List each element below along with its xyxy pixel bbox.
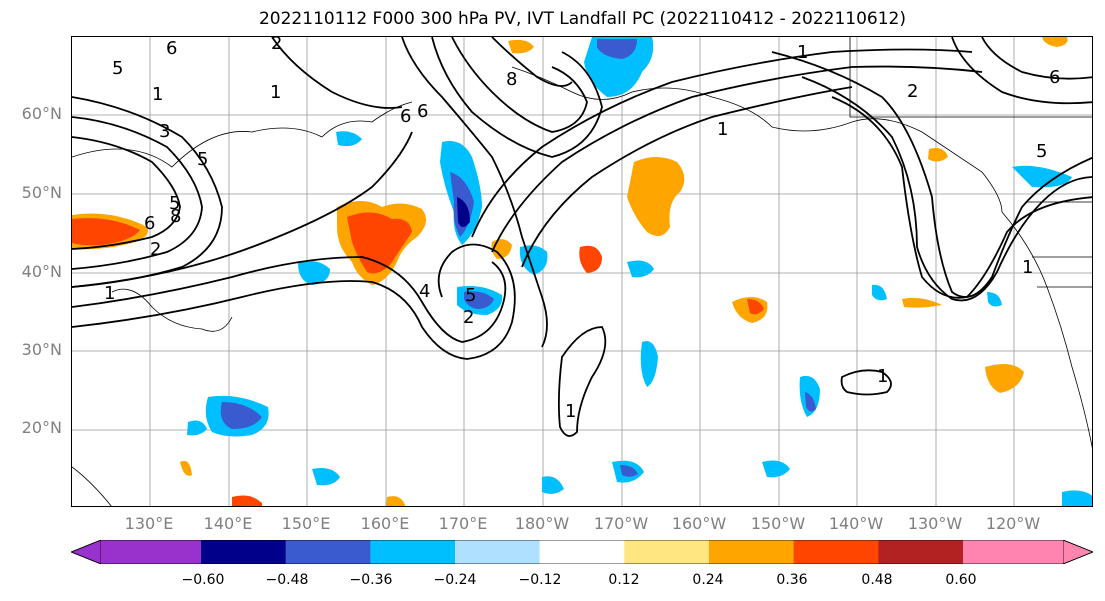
lon-label-170e: 170°E: [438, 514, 488, 533]
pv-shading: [72, 37, 1092, 506]
contour-label: 2: [150, 239, 161, 260]
colorbar-cell: [624, 540, 710, 564]
colorbar-tick: −0.60: [181, 572, 225, 588]
contour-label: 1: [717, 119, 728, 140]
lon-label-140e: 140°E: [203, 514, 253, 533]
colorbar-cell: [370, 540, 456, 564]
colorbar-extend-low: [71, 540, 102, 564]
colorbar-cell: [101, 540, 201, 564]
lon-label-170w: 170°W: [593, 514, 649, 533]
contour-label: 1: [877, 366, 888, 387]
lat-label-40n: 40°N: [21, 262, 62, 281]
pv-contours: [72, 37, 1092, 437]
map-svg: 6 2 5 1 8 6 1 2 1 3 6 2 5 8 6 1 5 4 5 2 …: [72, 37, 1092, 506]
contour-label: 3: [159, 121, 170, 142]
colorbar-cell: [285, 540, 371, 564]
contour-label: 1: [152, 84, 163, 105]
contour-label: 1: [1022, 257, 1033, 278]
contour-label: 6: [1049, 67, 1060, 88]
colorbar-tick: −0.48: [265, 572, 309, 588]
colorbar-tick: 0.36: [776, 572, 808, 588]
contour-label: 6: [400, 106, 411, 127]
lat-label-20n: 20°N: [21, 418, 62, 437]
lat-label-60n: 60°N: [21, 104, 62, 123]
colorbar-tick: 0.60: [945, 572, 977, 588]
contour-label: 5: [465, 285, 476, 306]
colorbar-cell: [201, 540, 287, 564]
contour-label: 4: [419, 281, 430, 302]
map-title: 2022110112 F000 300 hPa PV, IVT Landfall…: [258, 9, 906, 29]
colorbar-tick: −0.24: [433, 572, 477, 588]
colorbar-extend-high: [1062, 540, 1093, 564]
lon-label-160e: 160°E: [360, 514, 410, 533]
graticule: [72, 37, 1092, 506]
lon-label-140w: 140°W: [828, 514, 884, 533]
contour-label: 1: [104, 283, 115, 304]
lon-label-150w: 150°W: [750, 514, 806, 533]
map-area: 6 2 5 1 8 6 1 2 1 3 6 2 5 8 6 1 5 4 5 2 …: [71, 36, 1093, 507]
contour-label: 6: [417, 101, 428, 122]
lon-label-120w: 120°W: [985, 514, 1041, 533]
contour-label: 2: [907, 81, 918, 102]
contour-label: 2: [463, 307, 474, 328]
contour-label: 5: [1036, 141, 1047, 162]
lon-label-130w: 130°W: [907, 514, 963, 533]
colorbar-tick: 0.24: [692, 572, 724, 588]
contour-label: 8: [170, 206, 181, 227]
lat-label-30n: 30°N: [21, 340, 62, 359]
colorbar-tick: 0.48: [861, 572, 893, 588]
colorbar-cell: [793, 540, 879, 564]
colorbar: [71, 540, 1093, 564]
colorbar-cell: [709, 540, 795, 564]
colorbar-tick: −0.36: [349, 572, 393, 588]
colorbar-tick: 0.12: [608, 572, 640, 588]
contour-label: 5: [197, 149, 208, 170]
lon-label-150e: 150°E: [281, 514, 331, 533]
contour-label-group: 6 2 5 1 8 6 1 2 1 3 6 2 5 8 6 1 5 4 5 2 …: [104, 37, 1060, 422]
contour-label: 6: [144, 213, 155, 234]
lat-label-50n: 50°N: [21, 183, 62, 202]
coastlines: [72, 37, 1092, 506]
colorbar-tick: −0.12: [518, 572, 562, 588]
contour-label: 8: [506, 69, 517, 90]
lon-label-160w: 160°W: [671, 514, 727, 533]
colorbar-cell: [455, 540, 541, 564]
colorbar-cell: [963, 540, 1063, 564]
contour-label: 1: [270, 82, 281, 103]
contour-label: 6: [166, 38, 177, 59]
contour-label: 2: [271, 37, 282, 54]
contour-label: 1: [797, 42, 808, 63]
colorbar-cell: [539, 540, 625, 564]
lon-label-130e: 130°E: [124, 514, 174, 533]
lon-label-180w: 180°W: [514, 514, 570, 533]
contour-label: 1: [565, 401, 576, 422]
colorbar-cell: [878, 540, 964, 564]
contour-label: 5: [112, 58, 123, 79]
contour-label: 5: [169, 193, 180, 214]
